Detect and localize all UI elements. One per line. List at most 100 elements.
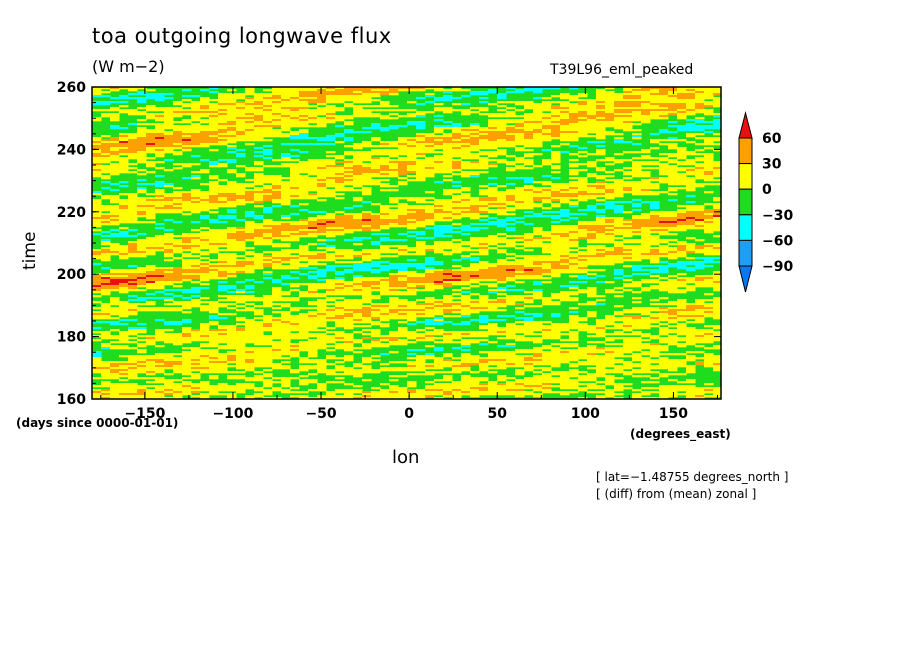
heatmap-cell	[371, 241, 381, 244]
heatmap-cell	[407, 155, 417, 158]
heatmap-cell	[290, 261, 300, 264]
heatmap-cell	[605, 191, 615, 194]
heatmap-cell	[353, 97, 363, 100]
heatmap-cell	[344, 257, 354, 260]
heatmap-cell	[677, 179, 687, 182]
heatmap-cell	[281, 253, 291, 256]
heatmap-cell	[146, 247, 156, 250]
heatmap-cell	[425, 145, 435, 148]
heatmap-cell	[119, 181, 129, 184]
heatmap-cell	[308, 217, 318, 220]
heatmap-cell	[227, 159, 237, 162]
heatmap-cell	[569, 195, 579, 198]
heatmap-cell	[605, 121, 615, 124]
heatmap-cell	[596, 229, 606, 232]
heatmap-cell	[632, 223, 642, 226]
heatmap-cell	[596, 127, 606, 130]
heatmap-cell	[407, 143, 417, 146]
heatmap-cell	[182, 191, 192, 194]
heatmap-cell	[389, 109, 399, 112]
heatmap-cell	[380, 285, 390, 288]
heatmap-cell	[641, 289, 651, 292]
heatmap-cell	[245, 297, 255, 300]
heatmap-cell	[92, 89, 102, 92]
heatmap-cell	[290, 107, 300, 110]
heatmap-cell	[470, 91, 480, 94]
heatmap-cell	[101, 155, 111, 158]
heatmap-cell	[362, 153, 372, 156]
heatmap-cell	[416, 175, 426, 178]
heatmap-cell	[461, 135, 471, 138]
heatmap-cell	[335, 171, 345, 174]
heatmap-cell	[416, 165, 426, 168]
heatmap-cell	[290, 307, 300, 310]
heatmap-cell	[515, 161, 525, 164]
heatmap-cell	[434, 225, 444, 228]
heatmap-cell	[326, 167, 336, 170]
heatmap-cell	[470, 107, 480, 110]
heatmap-cell	[596, 149, 606, 152]
heatmap-cell	[353, 275, 363, 278]
heatmap-cell	[191, 207, 201, 210]
heatmap-cell	[686, 289, 696, 292]
heatmap-cell	[254, 215, 264, 218]
heatmap-cell	[389, 219, 399, 222]
heatmap-cell	[524, 211, 534, 214]
heatmap-cell	[488, 189, 498, 192]
heatmap-cell	[461, 209, 471, 212]
heatmap-cell	[704, 125, 714, 128]
heatmap-cell	[155, 287, 165, 290]
heatmap-cell	[317, 137, 327, 140]
heatmap-cell	[641, 115, 651, 118]
heatmap-cell	[569, 127, 579, 130]
heatmap-cell	[344, 291, 354, 294]
heatmap-cell	[695, 97, 705, 100]
heatmap-cell	[560, 271, 570, 274]
heatmap-cell	[650, 303, 660, 306]
heatmap-cell	[218, 249, 228, 252]
heatmap-cell	[371, 265, 381, 268]
heatmap-cell	[281, 277, 291, 280]
heatmap-cell	[686, 179, 696, 182]
heatmap-cell	[389, 169, 399, 172]
heatmap-cell	[137, 277, 147, 280]
heatmap-cell	[263, 209, 273, 212]
heatmap-cell	[416, 217, 426, 220]
heatmap-cell	[182, 147, 192, 150]
heatmap-cell	[389, 265, 399, 268]
heatmap-cell	[560, 295, 570, 298]
heatmap-cell	[605, 219, 615, 222]
heatmap-cell	[506, 101, 516, 104]
heatmap-cell	[416, 201, 426, 204]
heatmap-cell	[290, 233, 300, 236]
heatmap-cell	[263, 97, 273, 100]
heatmap-cell	[191, 195, 201, 198]
heatmap-cell	[533, 165, 543, 168]
heatmap-cell	[596, 141, 606, 144]
heatmap-cell	[371, 213, 381, 216]
heatmap-cell	[191, 123, 201, 126]
heatmap-cell	[713, 197, 721, 200]
heatmap-cell	[407, 157, 417, 160]
heatmap-cell	[335, 219, 345, 222]
heatmap-cell	[317, 223, 327, 226]
heatmap-cell	[650, 265, 660, 268]
heatmap-cell	[254, 223, 264, 226]
heatmap-cell	[659, 103, 669, 106]
heatmap-cell	[677, 241, 687, 244]
heatmap-cell	[353, 87, 363, 90]
heatmap-cell	[587, 225, 597, 228]
heatmap-cell	[578, 121, 588, 124]
heatmap-cell	[434, 203, 444, 206]
heatmap-cell	[407, 115, 417, 118]
heatmap-cell	[416, 199, 426, 202]
heatmap-cell	[299, 203, 309, 206]
heatmap-cell	[245, 287, 255, 290]
heatmap-cell	[461, 163, 471, 166]
heatmap-cell	[677, 245, 687, 248]
heatmap-cell	[236, 149, 246, 152]
heatmap-cell	[110, 245, 120, 248]
heatmap-cell	[227, 235, 237, 238]
heatmap-cell	[344, 183, 354, 186]
heatmap-cell	[227, 211, 237, 214]
